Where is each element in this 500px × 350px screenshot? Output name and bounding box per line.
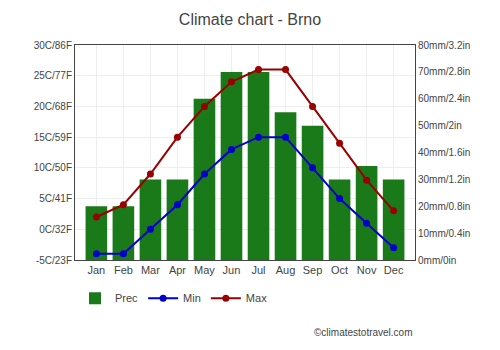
svg-text:Max: Max <box>246 292 267 304</box>
svg-text:Jun: Jun <box>223 264 241 276</box>
svg-text:15C/59F: 15C/59F <box>34 132 72 143</box>
svg-text:Jan: Jan <box>88 264 106 276</box>
svg-text:Oct: Oct <box>331 264 348 276</box>
svg-text:40mm/1.6in: 40mm/1.6in <box>418 147 470 158</box>
svg-text:10mm/0.4in: 10mm/0.4in <box>418 228 470 239</box>
svg-text:80mm/3.2in: 80mm/3.2in <box>418 40 470 51</box>
svg-text:Jul: Jul <box>251 264 265 276</box>
svg-text:50mm/2in: 50mm/2in <box>418 120 462 131</box>
svg-text:Feb: Feb <box>114 264 133 276</box>
svg-text:20C/68F: 20C/68F <box>34 101 72 112</box>
svg-text:Min: Min <box>183 292 201 304</box>
svg-text:0C/32F: 0C/32F <box>39 224 72 235</box>
svg-text:Prec: Prec <box>115 292 138 304</box>
svg-text:Climate chart - Brno: Climate chart - Brno <box>179 11 321 28</box>
svg-text:25C/77F: 25C/77F <box>34 70 72 81</box>
svg-text:70mm/2.8in: 70mm/2.8in <box>418 66 470 77</box>
svg-text:Sep: Sep <box>303 264 323 276</box>
svg-text:30C/86F: 30C/86F <box>34 40 72 51</box>
svg-text:Dec: Dec <box>384 264 404 276</box>
svg-text:60mm/2.4in: 60mm/2.4in <box>418 93 470 104</box>
svg-text:Mar: Mar <box>141 264 160 276</box>
svg-text:Apr: Apr <box>169 264 186 276</box>
svg-text:5C/41F: 5C/41F <box>39 193 72 204</box>
svg-text:20mm/0.8in: 20mm/0.8in <box>418 201 470 212</box>
svg-text:10C/50F: 10C/50F <box>34 162 72 173</box>
svg-text:May: May <box>194 264 215 276</box>
svg-text:0mm/0in: 0mm/0in <box>418 255 456 266</box>
svg-text:-5C/23F: -5C/23F <box>36 255 72 266</box>
svg-text:Nov: Nov <box>357 264 377 276</box>
svg-text:Aug: Aug <box>276 264 296 276</box>
svg-text:©climatestotravel.com: ©climatestotravel.com <box>314 327 413 338</box>
svg-text:30mm/1.2in: 30mm/1.2in <box>418 174 470 185</box>
